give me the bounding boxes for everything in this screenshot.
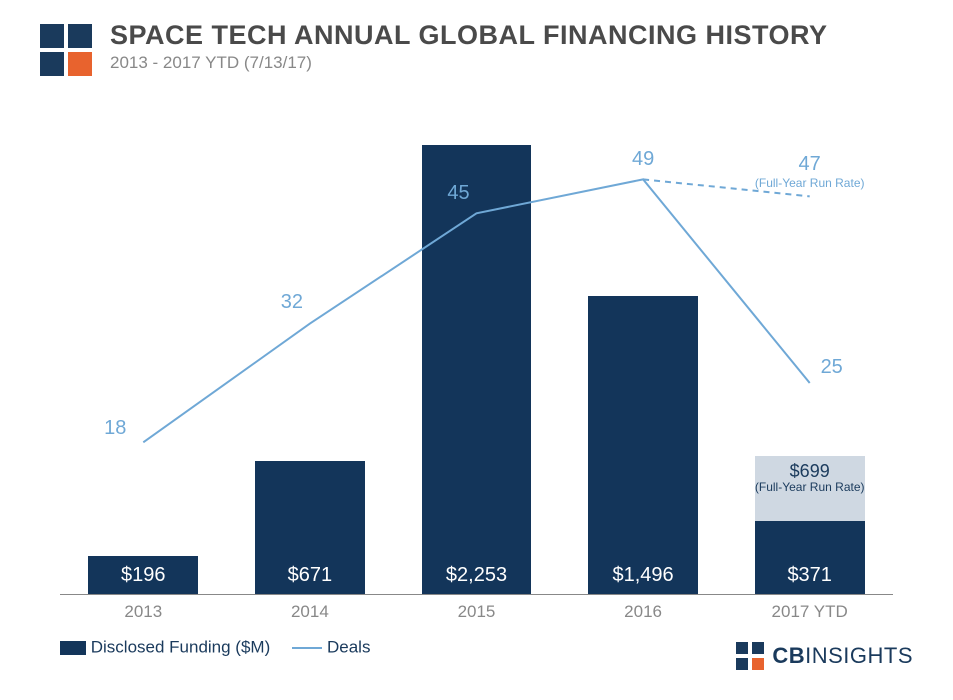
- x-label: 2015: [393, 602, 560, 622]
- legend-line-swatch: [292, 647, 322, 649]
- x-label: 2013: [60, 602, 227, 622]
- brand-logo-icon: [40, 24, 92, 76]
- x-axis-labels: 20132014201520162017 YTD: [60, 602, 893, 622]
- legend: Disclosed Funding ($M) Deals: [60, 637, 370, 658]
- header: SPACE TECH ANNUAL GLOBAL FINANCING HISTO…: [0, 0, 953, 76]
- x-label: 2016: [560, 602, 727, 622]
- x-label: 2017 YTD: [726, 602, 893, 622]
- chart-title: SPACE TECH ANNUAL GLOBAL FINANCING HISTO…: [110, 20, 828, 51]
- x-axis: [60, 594, 893, 595]
- x-label: 2014: [227, 602, 394, 622]
- footer-logo-icon: [736, 642, 764, 670]
- footer-brand-text: CBINSIGHTS: [772, 643, 913, 669]
- chart-area: $196$671$2,253$1,496$699(Full-Year Run R…: [60, 120, 893, 595]
- legend-line: Deals: [292, 637, 370, 658]
- legend-bar-label: Disclosed Funding ($M): [91, 638, 271, 657]
- footer-brand: CBINSIGHTS: [736, 642, 913, 670]
- deals-line: [60, 120, 893, 595]
- legend-line-label: Deals: [327, 638, 370, 657]
- legend-bar-swatch: [60, 641, 86, 655]
- legend-bar: Disclosed Funding ($M): [60, 637, 270, 658]
- title-block: SPACE TECH ANNUAL GLOBAL FINANCING HISTO…: [110, 20, 828, 73]
- chart-subtitle: 2013 - 2017 YTD (7/13/17): [110, 53, 828, 73]
